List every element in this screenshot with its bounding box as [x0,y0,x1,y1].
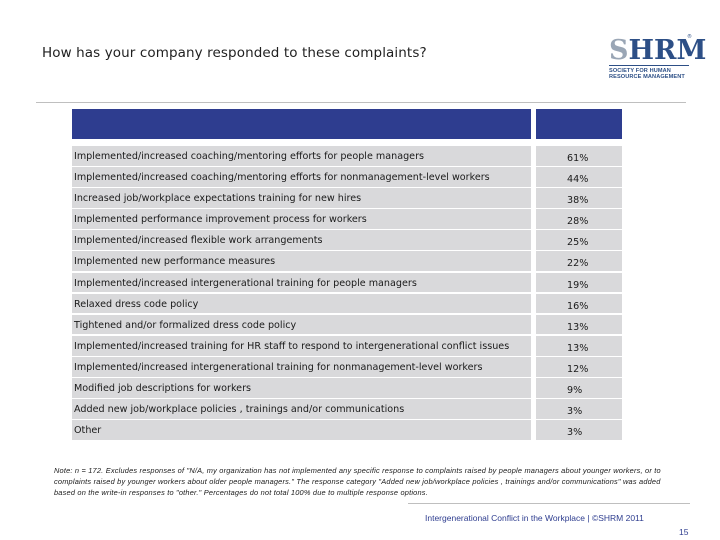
row-value: 19% [567,279,589,291]
row-value-cell: 12% [536,356,622,377]
row-label: Implemented/increased intergenerational … [74,361,483,373]
row-label: Implemented performance improvement proc… [74,214,367,226]
row-value: 12% [567,363,589,375]
row-label-cell: Implemented performance improvement proc… [72,209,531,229]
logo-mark-s: S [609,35,629,66]
table-row: Modified job descriptions for workers 9% [72,378,622,399]
table-row: Relaxed dress code policy 16% [72,293,622,315]
row-label-cell: Implemented/increased coaching/mentoring… [72,146,531,166]
row-value-cell: 44% [536,167,622,187]
row-label-cell: Other [72,420,531,440]
row-value-cell: 25% [536,230,622,251]
row-value: 61% [567,153,589,164]
page-number: 15 [679,527,689,537]
row-value: 3% [567,427,583,439]
row-value: 38% [567,195,589,207]
row-label-cell: Implemented/increased training for HR st… [72,335,531,356]
footer-credit: Intergenerational Conflict in the Workpl… [425,513,644,523]
row-value: 13% [567,321,589,333]
row-value: 25% [567,237,589,249]
row-value: 44% [567,174,589,186]
logo-registered: ® [687,34,692,40]
table-row: Increased job/workplace expectations tra… [72,188,622,209]
row-label-cell: Tightened and/or formalized dress code p… [72,314,531,335]
row-label-cell: Relaxed dress code policy [72,293,531,314]
row-value: 13% [567,342,589,354]
row-value: 28% [567,216,589,228]
row-value: 9% [567,385,583,397]
table-row: Implemented/increased intergenerational … [72,356,622,378]
row-label: Implemented/increased coaching/mentoring… [74,172,490,184]
table-row: Implemented/increased coaching/mentoring… [72,167,622,188]
row-value-cell: 3% [536,420,622,440]
row-label: Implemented/increased flexible work arra… [74,235,323,247]
table-header-label-column [72,109,531,139]
row-value-cell: 13% [536,335,622,356]
row-label: Tightened and/or formalized dress code p… [74,319,297,331]
row-label: Other [74,425,102,437]
row-value-cell: 3% [536,399,622,419]
row-value-cell: 38% [536,188,622,208]
row-value: 22% [567,258,589,270]
row-value: 3% [567,406,583,418]
row-value-cell: 61% [536,146,622,166]
table-row: Implemented new performance measures 22% [72,251,622,272]
row-value-cell: 13% [536,314,622,335]
response-table: Implemented/increased coaching/mentoring… [72,146,622,441]
table-row: Implemented performance improvement proc… [72,209,622,230]
row-label-cell: Modified job descriptions for workers [72,378,531,398]
row-label-cell: Implemented/increased intergenerational … [72,272,531,293]
row-label: Increased job/workplace expectations tra… [74,193,362,205]
row-label-cell: Implemented/increased intergenerational … [72,356,531,377]
row-value-cell: 28% [536,209,622,229]
row-label-cell: Implemented new performance measures [72,251,531,272]
row-label: Implemented new performance measures [74,256,276,268]
table-row: Implemented/increased coaching/mentoring… [72,146,622,167]
table-row: Implemented/increased training for HR st… [72,335,622,357]
table-row: Implemented/increased intergenerational … [72,272,622,294]
row-label: Implemented/increased training for HR st… [74,340,510,352]
table-row: Implemented/increased flexible work arra… [72,230,622,251]
row-value: 16% [567,300,589,312]
row-label: Implemented/increased coaching/mentoring… [74,151,425,162]
table-row: Other 3% [72,420,622,441]
row-label-cell: Increased job/workplace expectations tra… [72,188,531,208]
shrm-logo: S HRM ® SOCIETY FOR HUMAN RESOURCE MANAGE… [609,34,706,88]
footer-divider [408,503,690,504]
title-divider [36,102,686,103]
table-row: Tightened and/or formalized dress code p… [72,314,622,336]
row-value-cell: 16% [536,293,622,314]
row-value-cell: 19% [536,272,622,293]
row-label-cell: Implemented/increased coaching/mentoring… [72,167,531,187]
page-title: How has your company responded to these … [42,45,427,61]
footnote: Note: n = 172. Excludes responses of "N/… [54,466,661,497]
logo-mark: S HRM [609,35,706,66]
table-row: Added new job/workplace policies , train… [72,399,622,420]
row-value-cell: 22% [536,251,622,272]
row-label: Implemented/increased intergenerational … [74,277,417,289]
table-header-value-column [536,109,622,139]
row-label-cell: Added new job/workplace policies , train… [72,399,531,419]
row-label: Relaxed dress code policy [74,298,199,310]
logo-line-1: SOCIETY FOR HUMAN [609,68,671,74]
row-value-cell: 9% [536,378,622,398]
logo-mark-hrm: HRM [628,35,707,66]
logo-line-2: RESOURCE MANAGEMENT [609,74,685,81]
row-label: Modified job descriptions for workers [74,383,252,395]
row-label: Added new job/workplace policies , train… [74,404,405,416]
row-label-cell: Implemented/increased flexible work arra… [72,230,531,251]
